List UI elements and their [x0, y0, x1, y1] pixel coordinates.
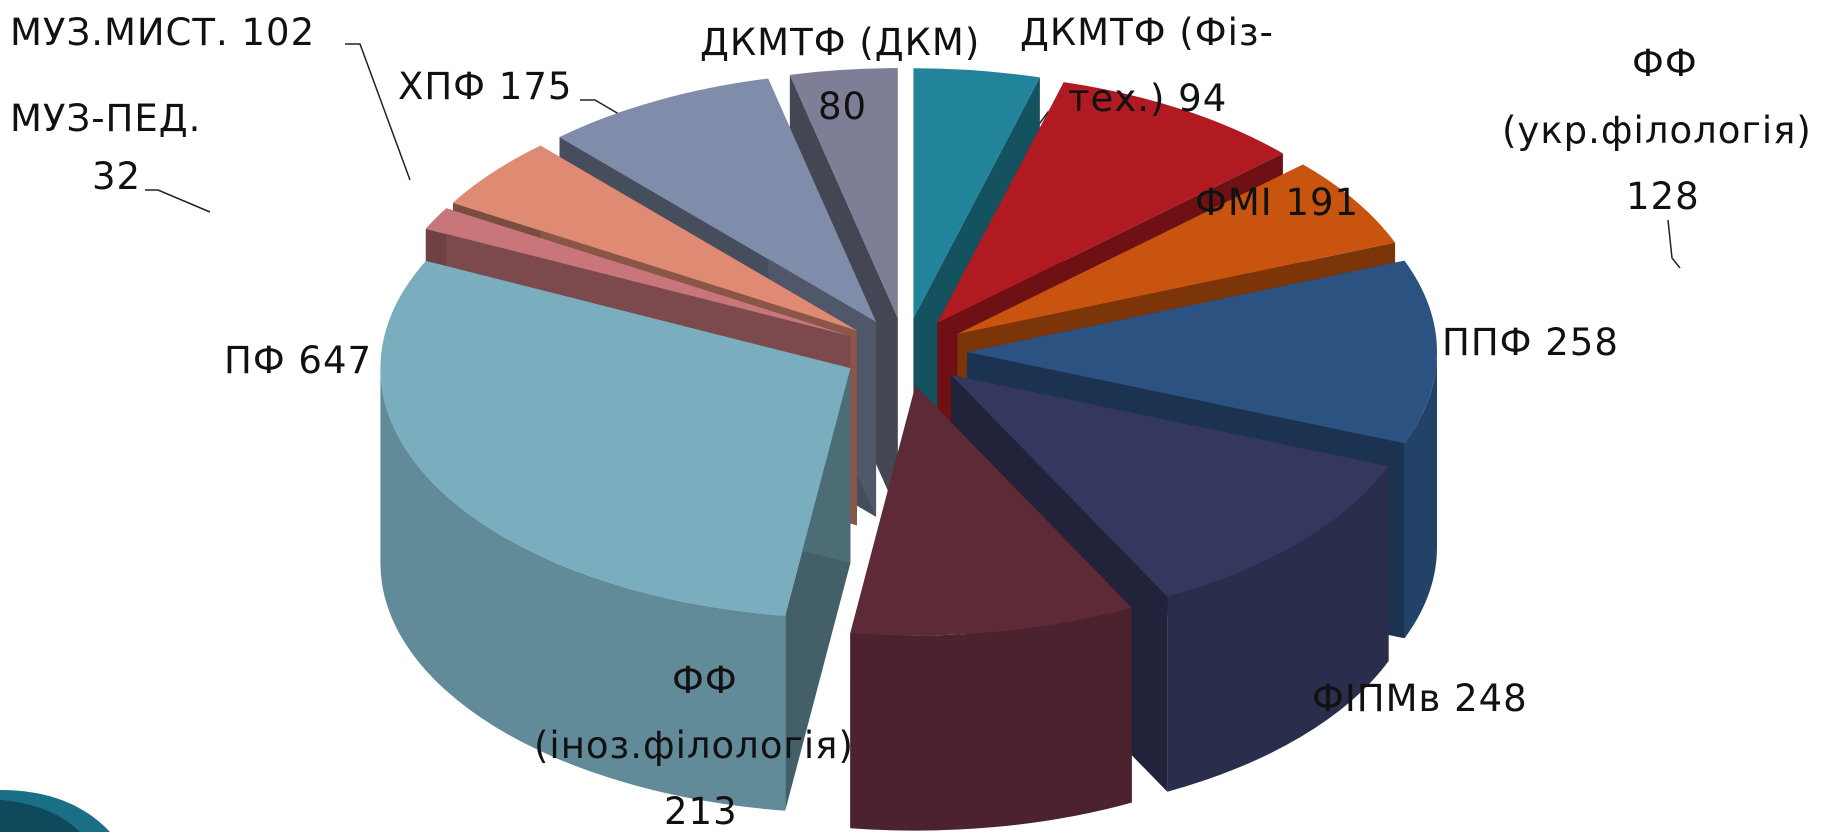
pie-slice-top-9: [559, 78, 877, 322]
pie-slices: [380, 68, 1437, 831]
label-fiz-name: ДКМТФ (Фіз-: [1020, 11, 1274, 54]
pie-slice-top-0: [913, 68, 1040, 319]
label-muz-ped-name: МУЗ-ПЕД.: [10, 97, 202, 140]
pie-slice-top-6: [380, 260, 851, 616]
label-ff-inoz-line2: (іноз.філологія): [534, 724, 854, 767]
label-ff-ukr-line1: ФФ: [1632, 42, 1698, 85]
label-fmi: ФМІ 191: [1195, 181, 1360, 224]
label-fiz-value: тех.) 94: [1068, 77, 1228, 120]
label-dkm-value: 80: [818, 85, 868, 128]
pie-slice-top-8: [452, 145, 857, 331]
pie-slice-top-2: [957, 164, 1396, 334]
leader-line-4: [1667, 219, 1681, 269]
pie-slice-outer-wall-3-0: [1404, 352, 1437, 639]
corner-swoosh-dark: [0, 800, 80, 832]
pie-slice-5: [850, 385, 1132, 831]
label-fipmv: ФІПМв 248: [1312, 677, 1528, 720]
pie-slice-top-5: [850, 385, 1132, 636]
leader-line-0: [345, 43, 411, 181]
pie-slice-top-10: [789, 68, 898, 319]
label-ff-inoz-line1: ФФ: [672, 659, 738, 702]
label-hpf: ХПФ 175: [398, 65, 573, 108]
label-ff-inoz-line3: 213: [664, 790, 738, 833]
pie-slice-outer-wall-6-0: [380, 368, 786, 811]
pie-slice-top-7: [425, 208, 851, 336]
label-muz-myst: МУЗ.МИСТ. 102: [10, 11, 316, 54]
corner-decoration: [0, 790, 110, 832]
pie-slice-top-3: [967, 260, 1437, 444]
pie-slice-outer-wall-4-0: [1167, 466, 1389, 792]
label-ff-ukr-line2: (укр.філологія): [1502, 109, 1812, 152]
label-muz-ped-value: 32: [92, 155, 142, 198]
label-ppf: ППФ 258: [1442, 321, 1619, 364]
pie-slice-top-1: [937, 82, 1283, 323]
leader-line-2: [145, 189, 211, 213]
pie-slice-6: [380, 260, 851, 811]
pie-slice-top-4: [951, 374, 1389, 597]
pie-slice-outer-wall-5-0: [850, 607, 1132, 831]
label-dkm-name: ДКМТФ (ДКМ): [700, 21, 981, 64]
label-pf: ПФ 647: [224, 339, 373, 382]
label-ff-ukr-line3: 128: [1626, 175, 1700, 218]
